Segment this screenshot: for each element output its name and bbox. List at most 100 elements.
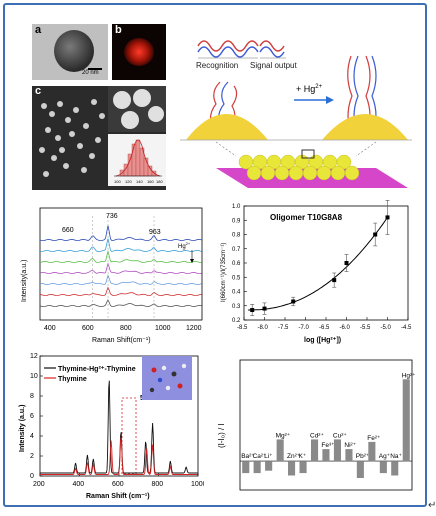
y-axis-label: I(660cm⁻¹)/I(735cm⁻¹) xyxy=(221,243,227,302)
plot-frame xyxy=(243,205,409,321)
y-tick-label: 0.7 xyxy=(232,247,241,253)
molecule-model xyxy=(149,363,187,393)
bars-group: Ba²⁺Ca²⁺Li⁺ Mg²⁺ Zn²⁺K⁺ Cd²⁺ Fe³⁺ Cu²⁺ Ni²⁺Pb²… xyxy=(240,372,416,478)
y-tick-label: 1.0 xyxy=(232,204,241,210)
bar xyxy=(299,461,307,474)
x-tick-label: -4.5 xyxy=(401,325,412,331)
x-axis-label: Raman Shift (cm⁻¹) xyxy=(86,493,150,500)
x-tick: 400 xyxy=(44,325,56,332)
molecule-inset xyxy=(142,356,192,400)
selectivity-chart: Ba²⁺Ca²⁺Li⁺ Mg²⁺ Zn²⁺K⁺ Cd²⁺ Fe³⁺ Cu²⁺ Ni²⁺Pb²… xyxy=(217,359,416,491)
y-tick-label: 0.6 xyxy=(232,261,241,267)
x-tick-label: 800 xyxy=(152,481,164,488)
peak-label-736: 736 xyxy=(106,213,118,220)
y-tick-label: 4 xyxy=(30,433,34,440)
peak-label-660: 660 xyxy=(62,227,74,234)
hg-label: Hg2+ xyxy=(178,241,191,250)
x-tick: 1200 xyxy=(186,325,202,332)
panel-label-c: c xyxy=(35,86,42,97)
bar-label: Fe³⁺ xyxy=(321,442,335,449)
bar-label: Ni²⁺ xyxy=(344,442,356,449)
bar-label: K⁺ xyxy=(299,453,307,460)
x-axis-label: Raman Shift(cm⁻¹) xyxy=(92,337,151,344)
bar xyxy=(368,441,376,462)
scale-bar xyxy=(88,68,102,70)
bar-label: Ag⁺ xyxy=(379,453,391,460)
bar xyxy=(253,461,261,474)
bar-label: Pb²⁺ xyxy=(356,453,370,460)
bar xyxy=(379,461,387,474)
x-tick-label: -5.0 xyxy=(381,325,392,331)
y-tick-label: 0.9 xyxy=(232,218,241,224)
nanoparticle-image xyxy=(54,30,94,72)
bar-label: Zn²⁺ xyxy=(287,453,301,460)
oligomer-chart: Oligomer T10G8A8 -8.5 -8.0 -7.5 -7.0 -6.5 -6.… xyxy=(221,200,412,344)
x-tick-label: 200 xyxy=(33,481,45,488)
stack-series-line xyxy=(39,262,202,275)
signal-output-label: Signal output xyxy=(250,61,297,70)
hg-addition-label: + Hg2+ xyxy=(296,84,323,94)
stack-series-group xyxy=(39,216,202,318)
bar-label: Hg²⁺ xyxy=(402,372,416,379)
y-tick-label: 10 xyxy=(30,373,38,380)
fit-curve xyxy=(248,217,388,311)
x-tick-label: 600 xyxy=(112,481,124,488)
bar-label: Cd²⁺ xyxy=(310,432,324,439)
bar-label: Fe²⁺ xyxy=(367,435,381,442)
stack-series-line xyxy=(39,299,202,308)
stack-series-line xyxy=(39,225,202,242)
x-tick-label: -8.5 xyxy=(237,325,248,331)
raman-stack-chart: 660 736 963 Hg2+ Intensity(a.u.) 400 600… xyxy=(21,207,203,344)
raman-mapping-spot xyxy=(124,38,154,66)
hist-tick: 120 xyxy=(125,179,132,184)
y-tick-label: 6 xyxy=(30,413,34,420)
y-tick-label: 0.2 xyxy=(232,318,241,324)
y-axis-label: (I-I₀) / I xyxy=(217,423,226,448)
x-tick: 600 xyxy=(82,325,94,332)
stack-series-line xyxy=(39,286,202,297)
bar-label: Mg²⁺ xyxy=(276,432,291,439)
y-tick-label: 0.8 xyxy=(232,233,241,239)
bar xyxy=(265,461,273,471)
data-point xyxy=(262,306,267,311)
micrograph-a: a 20 nm xyxy=(32,24,108,80)
return-mark: ↵ xyxy=(428,500,436,511)
hist-tick: 160 xyxy=(147,179,154,184)
x-tick-label: -6.5 xyxy=(319,325,330,331)
y-tick-label: 0.5 xyxy=(232,275,241,281)
panel-label-a: a xyxy=(35,24,42,36)
data-points xyxy=(248,200,390,317)
peak-label-963: 963 xyxy=(149,229,161,236)
axis-ticks: -8.5 -8.0 -7.5 -7.0 -6.5 -6.0 -5.5 -5.0 -4.5 0.2 0… xyxy=(232,204,412,331)
bar-label: Ca²⁺ xyxy=(253,453,267,460)
y-tick-label: 12 xyxy=(30,353,38,360)
thymine-chart: 200 400 600 800 1000 0 2 4 6 8 10 12 Thymine-Hg²⁺-T… xyxy=(19,353,204,500)
y-tick-label: 8 xyxy=(30,393,34,400)
bar xyxy=(391,461,399,476)
bar xyxy=(311,439,319,462)
sensing-schematic: Recognition Signal output + Hg2+ xyxy=(180,40,412,188)
legend-complex: Thymine-Hg²⁺-Thymine xyxy=(58,366,136,373)
x-tick-label: -8.0 xyxy=(258,325,269,331)
y-tick-label: 0.3 xyxy=(232,304,241,310)
x-tick-label: -5.5 xyxy=(360,325,371,331)
hist-tick: 140 xyxy=(136,179,143,184)
bar-label: Li⁺ xyxy=(264,453,273,460)
stack-series-line xyxy=(39,274,202,286)
bar xyxy=(356,461,364,478)
scale-bar-label: 20 nm xyxy=(82,70,99,76)
highlight-box xyxy=(121,397,137,475)
axis-ticks: 200 400 600 800 1000 0 2 4 6 8 10 12 xyxy=(30,353,204,488)
stack-series-line xyxy=(39,238,202,253)
data-point xyxy=(332,278,337,283)
bar xyxy=(345,449,353,462)
x-tick-label: -7.5 xyxy=(278,325,289,331)
x-axis-label: log ([Hg²⁺]) xyxy=(304,337,341,344)
y-axis-label: Intensity (a.u.) xyxy=(19,405,26,452)
sem-image xyxy=(39,86,166,186)
bar xyxy=(276,439,284,462)
y-tick-label: 0 xyxy=(30,473,34,480)
bar xyxy=(402,379,410,462)
hist-tick: 100 xyxy=(114,179,121,184)
y-tick-label: 2 xyxy=(30,453,34,460)
